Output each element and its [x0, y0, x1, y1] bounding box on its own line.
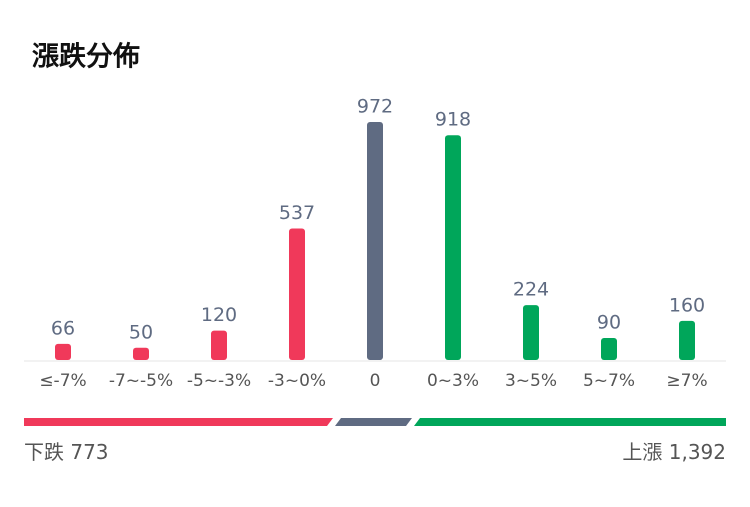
x-tick-label: 0 [370, 371, 381, 391]
bar [601, 337, 617, 360]
bar [289, 228, 305, 360]
x-tick-label: -5~-3% [187, 371, 251, 391]
bar [211, 330, 227, 360]
x-tick-label: 0~3% [427, 371, 479, 391]
up-summary: 上漲 1,392 [622, 440, 726, 464]
x-tick-label: -3~0% [268, 371, 326, 391]
up-segment [414, 418, 726, 426]
value-label: 90 [597, 311, 621, 333]
x-tick-label: ≤-7% [39, 371, 86, 391]
down-segment [24, 418, 333, 426]
bar [133, 347, 149, 360]
value-label: 66 [51, 317, 75, 339]
up-value: 1,392 [669, 440, 726, 464]
value-label: 972 [357, 96, 393, 118]
value-label: 918 [435, 109, 471, 131]
value-label: 224 [513, 279, 549, 301]
down-value: 773 [70, 440, 108, 464]
down-summary: 下跌 773 [24, 440, 109, 464]
bar [679, 320, 695, 360]
x-tick-label: ≥7% [666, 371, 707, 391]
bar [445, 135, 461, 360]
value-label: 537 [279, 202, 315, 224]
up-label: 上漲 [622, 440, 662, 464]
value-label: 120 [201, 304, 237, 326]
x-tick-label: -7~-5% [109, 371, 173, 391]
value-label: 50 [129, 321, 153, 343]
chart-title: 漲跌分佈 [32, 41, 140, 73]
bar [367, 122, 383, 360]
value-label: 160 [669, 294, 705, 316]
bar [55, 343, 71, 360]
down-label: 下跌 [24, 440, 64, 464]
bar [523, 305, 539, 360]
x-tick-label: 3~5% [505, 371, 557, 391]
x-tick-label: 5~7% [583, 371, 635, 391]
flat-segment [335, 418, 412, 426]
